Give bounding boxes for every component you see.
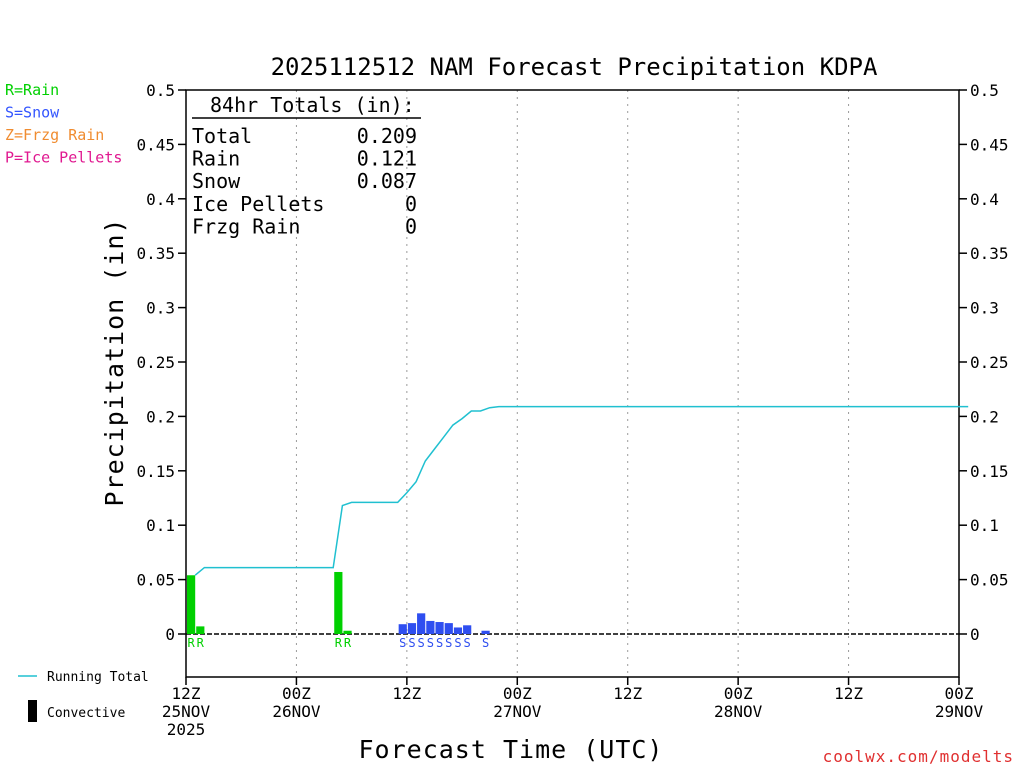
y-tick-label: 0.3	[146, 299, 175, 318]
precip-bar	[334, 571, 343, 634]
precip-type-label: R	[335, 636, 343, 650]
totals-row-label: Ice Pellets	[192, 192, 324, 216]
precip-bar	[196, 626, 205, 634]
precip-type-label: R	[187, 636, 195, 650]
series-legend-label: Running Total	[47, 670, 149, 685]
totals-row-value: 0.121	[357, 147, 417, 171]
y-tick-label-right: 0.1	[970, 516, 999, 535]
y-tick-label-right: 0.4	[970, 190, 999, 209]
precip-bar	[407, 623, 417, 634]
type-legend-item: R=Rain	[5, 81, 59, 99]
precip-bars	[187, 571, 490, 634]
x-tick-label: 12Z	[834, 684, 863, 703]
precip-bar	[426, 620, 435, 634]
x-tick-label: 00Z	[503, 684, 532, 703]
totals-row-value: 0.087	[357, 169, 417, 193]
y-tick-label-right: 0.5	[970, 81, 999, 100]
running-total-line	[194, 405, 969, 576]
precip-type-label: S	[427, 636, 434, 650]
x-tick-label: 29NOV	[935, 702, 984, 721]
type-legend-item: S=Snow	[5, 104, 60, 122]
y-axis-right-ticks: 0 0.05 0.1 0.15 0.2 0.25 0.3 0.35 0.4 0.45 0.5	[959, 81, 1009, 644]
precip-bar	[417, 613, 426, 634]
precip-bar	[481, 630, 490, 634]
precip-bar	[435, 622, 444, 634]
y-tick-label-right: 0.2	[970, 407, 999, 426]
precip-bar	[187, 575, 196, 634]
totals-row-value: 0	[405, 192, 417, 216]
x-tick-label: 00Z	[724, 684, 753, 703]
totals-box: 84hr Totals (in): Total 0.209 Rain 0.121 Sno…	[192, 93, 421, 238]
precip-type-label: S	[454, 636, 461, 650]
type-legend-item: Z=Frzg Rain	[5, 126, 104, 144]
totals-row-label: Snow	[192, 169, 241, 193]
y-tick-label-right: 0.45	[970, 135, 1009, 154]
totals-row-label: Frzg Rain	[192, 214, 300, 238]
precip-type-label: S	[418, 636, 425, 650]
y-tick-label-right: 0.15	[970, 462, 1009, 481]
x-tick-label: 25NOV	[162, 702, 211, 721]
series-legend: Running Total Convective	[18, 670, 149, 722]
totals-row-label: Total	[192, 124, 252, 148]
totals-row-value: 0	[405, 214, 417, 238]
credit-text: coolwx.com/modelts	[823, 747, 1014, 766]
precip-type-label: R	[344, 636, 352, 650]
precip-type-label: R	[197, 636, 205, 650]
precip-bar	[343, 630, 352, 634]
y-tick-label: 0	[165, 625, 175, 644]
precip-type-label: S	[399, 636, 406, 650]
x-tick-label: 27NOV	[493, 702, 542, 721]
precip-type-label: S	[482, 636, 489, 650]
y-tick-label: 0.4	[146, 190, 175, 209]
x-tick-label: 2025	[167, 720, 206, 739]
x-tick-label: 12Z	[392, 684, 421, 703]
precip-type-label: S	[464, 636, 471, 650]
totals-row-label: Rain	[192, 147, 240, 171]
precip-type-label: S	[408, 636, 415, 650]
x-tick-label: 12Z	[613, 684, 642, 703]
y-tick-label: 0.15	[136, 462, 175, 481]
y-tick-label: 0.45	[136, 135, 175, 154]
y-tick-label: 0.1	[146, 516, 175, 535]
precip-type-label: S	[445, 636, 452, 650]
precip-bar	[463, 625, 472, 634]
y-tick-label: 0.35	[136, 244, 175, 263]
y-axis-label: Precipitation (in)	[100, 218, 129, 507]
y-tick-label-right: 0.05	[970, 571, 1009, 590]
y-tick-label: 0.2	[146, 407, 175, 426]
totals-rows: Total 0.209 Rain 0.121 Snow 0.087 Ice Pellets 0…	[192, 124, 417, 238]
precip-bar	[444, 623, 453, 634]
y-tick-label-right: 0.25	[970, 353, 1009, 372]
totals-heading: 84hr Totals (in):	[210, 93, 415, 117]
x-tick-label: 26NOV	[272, 702, 321, 721]
totals-row-value: 0.209	[357, 124, 417, 148]
precip-type-legend: R=Rain S=Snow Z=Frzg Rain P=Ice Pellets	[5, 81, 122, 167]
type-legend-item: P=Ice Pellets	[5, 149, 122, 167]
convective-swatch	[28, 700, 37, 722]
x-axis-label: Forecast Time (UTC)	[359, 735, 664, 764]
chart-title: 2025112512 NAM Forecast Precipitation KD…	[271, 53, 878, 81]
y-axis-left-ticks: 0 0.05 0.1 0.15 0.2 0.25 0.3 0.35 0.4 0.45 0.5	[136, 81, 186, 644]
x-tick-label: 00Z	[945, 684, 974, 703]
y-tick-label: 0.5	[146, 81, 175, 100]
y-tick-label: 0.05	[136, 571, 175, 590]
x-tick-label: 00Z	[282, 684, 311, 703]
x-tick-label: 12Z	[172, 684, 201, 703]
precip-bar	[453, 627, 463, 634]
y-tick-label-right: 0.3	[970, 299, 999, 318]
x-tick-label: 28NOV	[714, 702, 763, 721]
precip-type-label: S	[436, 636, 443, 650]
plot-frame	[185, 89, 960, 678]
precip-bar	[398, 624, 407, 634]
y-tick-label-right: 0	[970, 625, 980, 644]
series-legend-label: Convective	[47, 706, 125, 721]
y-tick-label: 0.25	[136, 353, 175, 372]
y-tick-label-right: 0.35	[970, 244, 1009, 263]
